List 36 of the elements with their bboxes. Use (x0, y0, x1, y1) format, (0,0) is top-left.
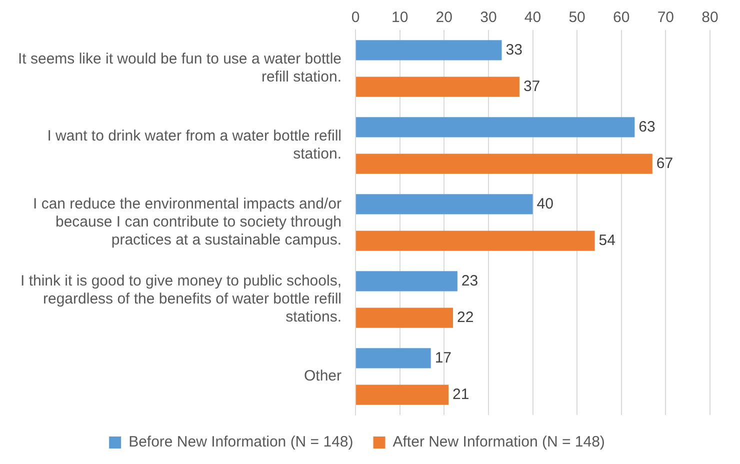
x-tick-label: 40 (524, 9, 542, 26)
bar (356, 76, 520, 97)
x-tick-label: 50 (568, 9, 586, 26)
data-label: 23 (461, 272, 478, 290)
bar (356, 271, 458, 292)
data-label: 40 (536, 195, 554, 212)
y-tick-label: I think it is good to give money to public schools, regardless of the benefits of water bottle refill stations. (20, 272, 342, 326)
x-tick-label: 20 (436, 9, 452, 26)
bar (356, 40, 502, 60)
x-tick-label: 0 (351, 9, 360, 26)
legend-label: After New Information (N = 148) (392, 434, 605, 451)
data-label: 63 (638, 118, 656, 136)
legend-label: Before New Information (N = 148) (128, 434, 354, 451)
bar (356, 348, 431, 368)
y-tick-label: Other (304, 368, 342, 385)
data-label: 21 (452, 386, 470, 403)
data-label: 37 (523, 78, 540, 95)
y-tick-label: I want to drink water from a water bottle refill station. (47, 128, 342, 163)
bar (356, 230, 595, 251)
bar (356, 117, 635, 138)
data-label: 33 (506, 41, 522, 58)
x-tick-label: 80 (702, 9, 718, 26)
x-tick-label: 10 (391, 9, 408, 26)
y-tick-label: It seems like it would be fun to use a water bottle refill station. (18, 50, 342, 86)
bar (356, 384, 449, 405)
data-label: 17 (434, 349, 452, 366)
bar (356, 308, 453, 328)
bar (356, 154, 652, 174)
data-label: 54 (598, 232, 616, 249)
data-label: 22 (456, 308, 474, 326)
bar (356, 194, 533, 214)
x-tick-label: 70 (657, 9, 674, 26)
x-tick-label: 60 (613, 9, 630, 26)
x-tick-label: 30 (480, 9, 497, 26)
data-label: 67 (656, 154, 674, 172)
y-tick-label: I can reduce the environmental impacts and/or because I can contribute to society through practices at a sustainable campus. (32, 196, 342, 249)
